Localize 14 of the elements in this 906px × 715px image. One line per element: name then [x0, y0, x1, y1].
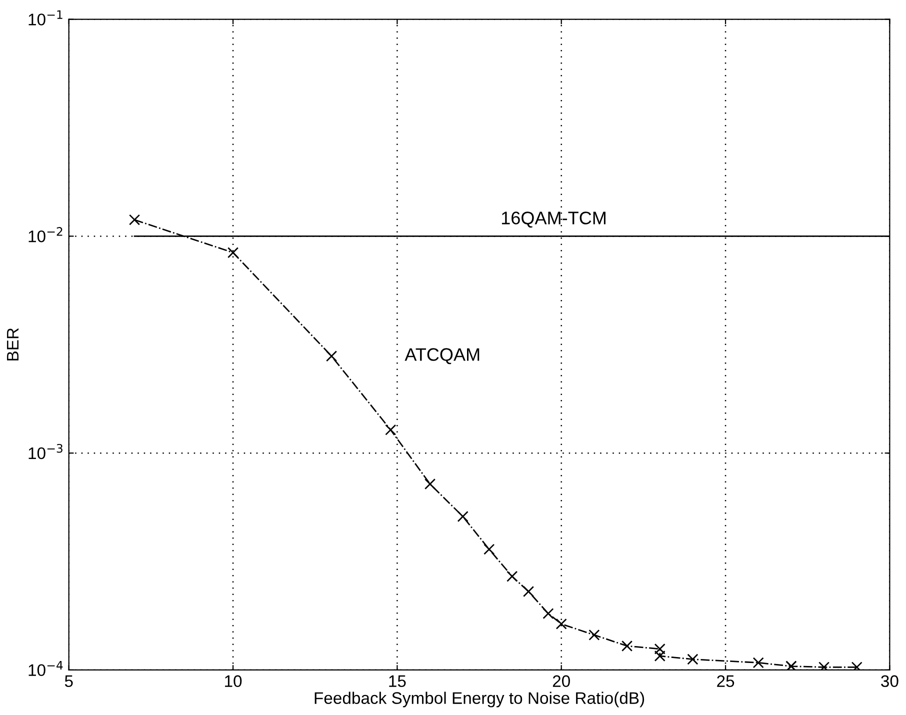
- y-tick-label: 10$^{−2}$: [28, 227, 62, 242]
- x-tick-label: 20: [552, 675, 570, 688]
- y-tick-label: 10$^{−3}$: [28, 444, 62, 460]
- x-axis-title: Feedback Symbol Energy to Noise Ratio(dB): [314, 692, 644, 708]
- x-tick-label: 30: [881, 675, 898, 688]
- text: ATCQAM: [404, 348, 480, 364]
- x-tick-label: 15: [389, 675, 406, 688]
- x-tick-label: 5: [64, 675, 73, 688]
- y-tick-label: 10$^{−1}$: [28, 10, 62, 26]
- x-tick-label: 25: [717, 675, 734, 688]
- y-axis-title: BER: [7, 328, 18, 360]
- y-tick-label: 10$^{−4}$: [28, 660, 63, 676]
- series-label: 16QAM-TCM: [502, 212, 606, 228]
- x-tick-label: 10: [225, 675, 242, 688]
